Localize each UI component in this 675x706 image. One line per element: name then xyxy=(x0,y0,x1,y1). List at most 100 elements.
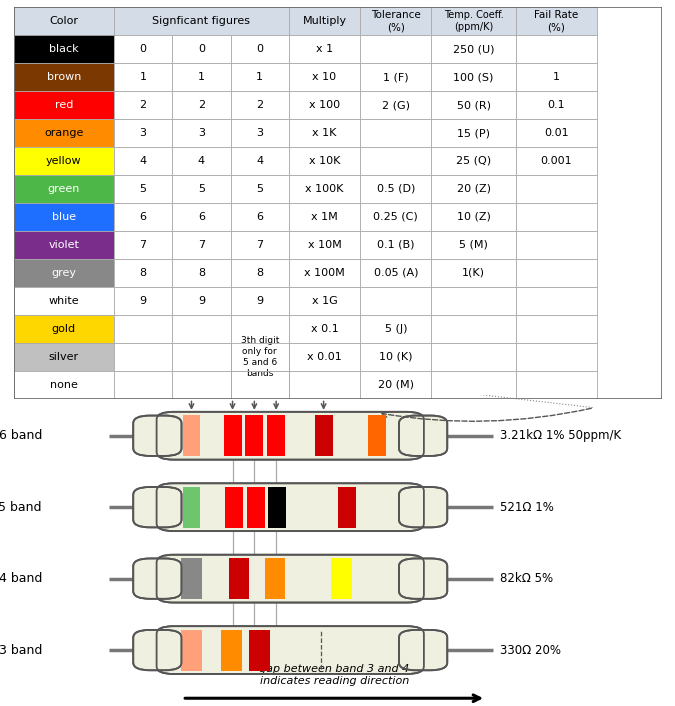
Bar xyxy=(516,147,597,175)
Bar xyxy=(182,486,200,528)
Bar xyxy=(14,231,114,259)
Text: 5: 5 xyxy=(198,184,205,194)
Text: gold: gold xyxy=(52,324,76,334)
Text: Temp. Coeff.
(ppm/K): Temp. Coeff. (ppm/K) xyxy=(443,10,504,32)
Bar xyxy=(369,415,386,456)
Text: 9: 9 xyxy=(256,296,263,306)
FancyBboxPatch shape xyxy=(133,630,182,670)
Bar xyxy=(289,231,360,259)
Text: 0.1: 0.1 xyxy=(547,100,565,110)
Bar xyxy=(360,35,431,63)
Bar xyxy=(315,415,333,456)
Text: grey: grey xyxy=(51,268,76,278)
Text: 521Ω 1%: 521Ω 1% xyxy=(500,501,554,514)
Text: Fail Rate
(%): Fail Rate (%) xyxy=(534,10,578,32)
Bar xyxy=(516,343,597,371)
Bar xyxy=(114,231,172,259)
Bar xyxy=(114,91,172,119)
FancyBboxPatch shape xyxy=(157,484,424,531)
Text: x 1: x 1 xyxy=(316,44,333,54)
Bar xyxy=(14,371,114,399)
Text: red: red xyxy=(55,100,73,110)
Text: 10 (K): 10 (K) xyxy=(379,352,412,362)
Bar xyxy=(114,287,172,315)
Bar xyxy=(360,63,431,91)
Bar xyxy=(231,35,289,63)
Text: x 100K: x 100K xyxy=(305,184,344,194)
Text: orange: orange xyxy=(44,128,84,138)
Text: 5 (J): 5 (J) xyxy=(385,324,407,334)
Text: 3 band: 3 band xyxy=(0,644,42,657)
Text: yellow: yellow xyxy=(46,156,82,166)
Text: 4 band: 4 band xyxy=(0,572,42,585)
Text: 7: 7 xyxy=(140,240,146,250)
Bar xyxy=(114,63,172,91)
Bar xyxy=(516,119,597,147)
Bar xyxy=(269,486,286,528)
Bar xyxy=(172,147,231,175)
Bar xyxy=(289,343,360,371)
Bar xyxy=(172,259,231,287)
FancyBboxPatch shape xyxy=(133,487,182,527)
Bar xyxy=(172,231,231,259)
Bar xyxy=(360,259,431,287)
Text: 2: 2 xyxy=(256,100,263,110)
Text: 20 (Z): 20 (Z) xyxy=(456,184,491,194)
Bar xyxy=(360,119,431,147)
Bar xyxy=(516,371,597,399)
Bar xyxy=(516,203,597,231)
Bar xyxy=(338,486,356,528)
Bar xyxy=(246,415,263,456)
Bar xyxy=(231,119,289,147)
Text: 50 (R): 50 (R) xyxy=(456,100,491,110)
Text: 5: 5 xyxy=(140,184,146,194)
Bar xyxy=(431,315,516,343)
Bar xyxy=(114,343,172,371)
Bar xyxy=(431,63,516,91)
Bar xyxy=(231,147,289,175)
Text: gap between band 3 and 4
indicates reading direction: gap between band 3 and 4 indicates readi… xyxy=(259,664,409,686)
Bar xyxy=(172,343,231,371)
Text: 3th digit
only for
5 and 6
bands: 3th digit only for 5 and 6 bands xyxy=(240,336,279,378)
Text: silver: silver xyxy=(49,352,79,362)
Bar xyxy=(225,486,243,528)
Bar xyxy=(516,259,597,287)
Text: Signficant figures: Signficant figures xyxy=(153,16,250,26)
Bar xyxy=(431,175,516,203)
Bar xyxy=(172,315,231,343)
Bar xyxy=(14,147,114,175)
Text: x 1M: x 1M xyxy=(311,212,338,222)
Bar xyxy=(431,287,516,315)
Text: blue: blue xyxy=(52,212,76,222)
Bar xyxy=(431,7,516,35)
Text: 0.001: 0.001 xyxy=(541,156,572,166)
Text: 0.01: 0.01 xyxy=(544,128,568,138)
FancyBboxPatch shape xyxy=(157,555,424,602)
Bar xyxy=(172,35,231,63)
Text: x 0.01: x 0.01 xyxy=(307,352,342,362)
Bar xyxy=(14,175,114,203)
Text: white: white xyxy=(49,296,79,306)
Text: violet: violet xyxy=(49,240,79,250)
Bar xyxy=(172,175,231,203)
Text: 6 band: 6 band xyxy=(0,429,42,442)
Bar xyxy=(223,415,242,456)
Bar xyxy=(431,147,516,175)
Bar xyxy=(289,91,360,119)
Bar xyxy=(289,35,360,63)
Bar xyxy=(172,203,231,231)
Bar xyxy=(231,315,289,399)
Text: 0: 0 xyxy=(140,44,146,54)
Bar xyxy=(289,119,360,147)
Text: x 10M: x 10M xyxy=(308,240,342,250)
FancyBboxPatch shape xyxy=(157,412,424,460)
Bar xyxy=(14,287,114,315)
Text: 25 (Q): 25 (Q) xyxy=(456,156,491,166)
Text: 0.1 (B): 0.1 (B) xyxy=(377,240,414,250)
Text: 8: 8 xyxy=(198,268,205,278)
Text: 3: 3 xyxy=(256,128,263,138)
Bar xyxy=(516,287,597,315)
Text: 82kΩ 5%: 82kΩ 5% xyxy=(500,572,553,585)
Bar xyxy=(431,371,516,399)
Text: 100 (S): 100 (S) xyxy=(454,72,494,82)
